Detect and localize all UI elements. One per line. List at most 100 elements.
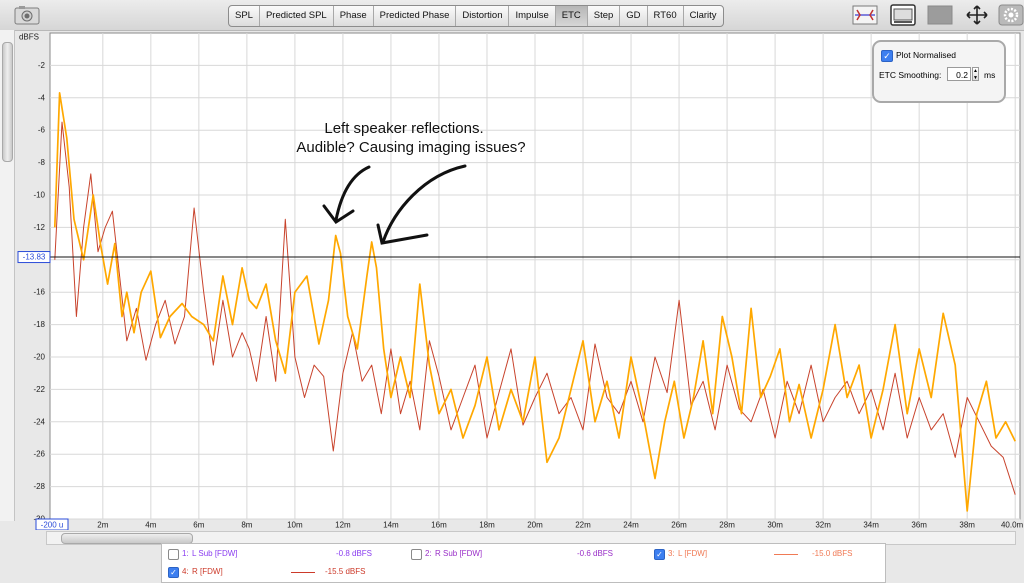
- x-tick-label: 26m: [671, 521, 687, 530]
- cursor-value-box[interactable]: [17, 251, 51, 264]
- window-icon[interactable]: [890, 4, 916, 26]
- x-tick-label: 10m: [287, 521, 303, 530]
- y-tick-label: -2: [38, 61, 46, 70]
- etc-smoothing-stepper[interactable]: ▲ ▼: [972, 67, 979, 81]
- chart-series: [53, 92, 1016, 512]
- y-tick-label: -8: [38, 158, 46, 167]
- etc-smoothing-input[interactable]: 0.2: [947, 67, 971, 81]
- y-tick-label: -20: [33, 353, 45, 362]
- y-tick-label: -18: [33, 320, 45, 329]
- x-tick-label: 40.0m s: [1001, 521, 1024, 530]
- legend-index: 1:: [182, 549, 189, 558]
- legend-index: 2:: [425, 549, 432, 558]
- camera-icon[interactable]: [14, 5, 40, 25]
- x-tick-label: 6m: [193, 521, 204, 530]
- legend-name: L [FDW]: [678, 549, 708, 558]
- series-line-r: [54, 121, 1016, 495]
- x-tick-label: 24m: [623, 521, 639, 530]
- tab-clarity[interactable]: Clarity: [689, 10, 717, 21]
- x-tick-label: 16m: [431, 521, 447, 530]
- solid-square-icon[interactable]: [927, 4, 953, 26]
- etc-controls-panel: ✓ Plot Normalised ETC Smoothing: 0.2 ▲ ▼ …: [872, 40, 1006, 103]
- x-tick-label: 36m: [911, 521, 927, 530]
- x-tick-label: 8m: [241, 521, 252, 530]
- legend-checkbox-r-sub[interactable]: [411, 549, 422, 560]
- x-tick-label: 30m: [767, 521, 783, 530]
- legend-line-swatch: [774, 554, 798, 555]
- legend-checkbox-r[interactable]: ✓: [168, 567, 179, 578]
- legend-item-r-sub[interactable]: 2: R Sub [FDW] -0.6 dBFS: [411, 546, 641, 562]
- legend-level: -0.6 dBFS: [577, 549, 614, 558]
- plot-normalised-checkbox[interactable]: ✓: [881, 50, 893, 62]
- legend-name: L Sub [FDW]: [192, 549, 238, 558]
- tab-gd[interactable]: GD: [620, 6, 648, 26]
- y-axis-label: dBFS: [19, 33, 39, 42]
- plot-normalised-label: Plot Normalised: [896, 50, 956, 60]
- horizontal-scroll-thumb[interactable]: [61, 533, 193, 544]
- y-tick-label: -28: [33, 482, 45, 491]
- etc-chart: dBFS -2-4-6-8-10-12-14-16-18-20-22-24-26…: [17, 32, 1024, 530]
- x-tick-label: 32m: [815, 521, 831, 530]
- legend-index: 3:: [668, 549, 675, 558]
- annotation-arrow-left: [322, 165, 371, 225]
- y-tick-label: -16: [33, 288, 45, 297]
- legend-index: 4:: [182, 567, 189, 576]
- annotation-line-2: Audible? Causing imaging issues?: [296, 139, 525, 156]
- tab-predicted-spl[interactable]: Predicted SPL: [260, 6, 334, 26]
- etc-smoothing-label: ETC Smoothing:: [879, 70, 942, 80]
- vertical-scrollbar[interactable]: [0, 30, 15, 521]
- y-tick-label: -24: [33, 417, 45, 426]
- y-tick-label: -10: [33, 191, 45, 200]
- legend-name: R Sub [FDW]: [435, 549, 483, 558]
- legend-line-swatch: [291, 572, 315, 573]
- tab-phase[interactable]: Phase: [334, 6, 374, 26]
- graph-tabs: SPL Predicted SPL Phase Predicted Phase …: [228, 5, 724, 27]
- x-tick-label: 18m: [479, 521, 495, 530]
- top-toolbar: SPL Predicted SPL Phase Predicted Phase …: [0, 0, 1024, 31]
- annotation-line-1: Left speaker reflections.: [324, 120, 483, 137]
- y-tick-label: -12: [33, 223, 45, 232]
- x-start-label: -200 u: [41, 521, 64, 530]
- y-tick-label: -6: [38, 126, 46, 135]
- legend-level: -15.0 dBFS: [812, 549, 853, 558]
- x-tick-label: 28m: [719, 521, 735, 530]
- annotation-arrow-right: [376, 164, 467, 245]
- x-tick-label: 12m: [335, 521, 351, 530]
- x-tick-label: 34m: [863, 521, 879, 530]
- etc-smoothing-unit: ms: [984, 70, 996, 80]
- vertical-scroll-thumb[interactable]: [2, 42, 13, 162]
- y-tick-label: -4: [38, 93, 46, 102]
- arrows-icon[interactable]: [964, 4, 990, 26]
- legend-checkbox-l-sub[interactable]: [168, 549, 179, 560]
- tab-impulse[interactable]: Impulse: [509, 6, 556, 26]
- tab-predicted-phase[interactable]: Predicted Phase: [374, 6, 457, 26]
- x-tick-label: 4m: [145, 521, 156, 530]
- y-tick-label: -26: [33, 450, 45, 459]
- measurement-legend: 1: L Sub [FDW] -0.8 dBFS 2: R Sub [FDW] …: [161, 543, 886, 583]
- tab-distortion[interactable]: Distortion: [456, 6, 510, 26]
- legend-checkbox-l[interactable]: ✓: [654, 549, 665, 560]
- tab-step[interactable]: Step: [588, 6, 621, 26]
- legend-item-l[interactable]: ✓ 3: L [FDW] -15.0 dBFS: [654, 546, 879, 562]
- tab-etc[interactable]: ETC: [555, 6, 588, 26]
- cursor-value-label: -13.83: [23, 253, 46, 262]
- x-start-box[interactable]: [35, 518, 69, 530]
- series-line-l: [53, 92, 1016, 512]
- legend-item-l-sub[interactable]: 1: L Sub [FDW] -0.8 dBFS: [168, 546, 398, 562]
- legend-item-r[interactable]: ✓ 4: R [FDW] -15.5 dBFS: [168, 564, 398, 580]
- tab-spl[interactable]: SPL: [229, 6, 260, 26]
- tab-rt60[interactable]: RT60: [648, 6, 684, 26]
- legend-name: R [FDW]: [192, 567, 223, 576]
- legend-level: -15.5 dBFS: [325, 567, 366, 576]
- legend-level: -0.8 dBFS: [336, 549, 373, 558]
- y-tick-labels: -2-4-6-8-10-12-14-16-18-20-22-24-26-28-3…: [33, 61, 45, 524]
- x-tick-label: 14m: [383, 521, 399, 530]
- eq-icon[interactable]: [852, 4, 878, 26]
- x-tick-labels: 2m 4m 6m 8m 10m 12m 14m 16m 18m 20m 22m 24m 26m 28m 30…: [97, 521, 1024, 530]
- x-tick-label: 20m: [527, 521, 543, 530]
- x-tick-label: 22m: [575, 521, 591, 530]
- x-tick-label: 38m: [959, 521, 975, 530]
- gear-icon[interactable]: [998, 4, 1024, 26]
- x-tick-label: 2m: [97, 521, 108, 530]
- y-tick-label: -22: [33, 385, 45, 394]
